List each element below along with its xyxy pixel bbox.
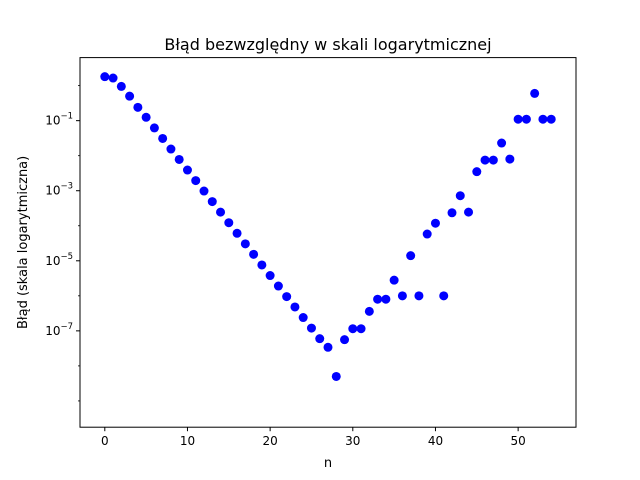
- axis-ticks: 0 10 20 30 40 50 10−7 10−5 10−3 10−1: [45, 85, 526, 448]
- data-point: [455, 191, 465, 201]
- data-point: [191, 176, 201, 186]
- x-tick-label: 40: [428, 434, 443, 448]
- data-point: [315, 334, 325, 344]
- data-point: [174, 154, 184, 164]
- data-point: [166, 144, 176, 154]
- data-point: [530, 88, 540, 98]
- x-axis-label: n: [324, 456, 332, 471]
- chart-title: Błąd bezwzględny w skali logarytmicznej: [164, 35, 491, 54]
- data-point: [414, 291, 424, 301]
- data-point: [282, 292, 292, 302]
- y-tick-label: 10−7: [45, 322, 73, 338]
- data-point: [356, 324, 366, 334]
- y-tick-label: 10−1: [45, 112, 73, 128]
- data-point: [323, 342, 333, 352]
- data-point: [447, 208, 457, 218]
- y-tick-label: 10−3: [45, 182, 73, 198]
- data-point: [216, 207, 226, 217]
- data-point: [430, 218, 440, 228]
- data-point: [133, 102, 143, 112]
- plot-background: [80, 57, 576, 428]
- data-point: [207, 197, 217, 207]
- data-point: [199, 186, 209, 196]
- data-point: [497, 138, 507, 148]
- data-point: [298, 313, 308, 323]
- data-point: [364, 306, 374, 316]
- x-tick-label: 30: [345, 434, 360, 448]
- data-point: [521, 114, 531, 124]
- data-point: [340, 335, 350, 345]
- data-point: [224, 218, 234, 228]
- data-point: [505, 154, 515, 164]
- data-point: [464, 207, 474, 217]
- data-point: [125, 91, 135, 101]
- x-tick-label: 0: [101, 434, 109, 448]
- data-point: [373, 294, 383, 304]
- data-point: [480, 155, 490, 165]
- y-axis-label: Błąd (skala logarytmiczna): [16, 156, 31, 329]
- data-points: [100, 72, 556, 381]
- data-point: [397, 291, 407, 301]
- data-point: [257, 260, 267, 270]
- data-point: [182, 165, 192, 175]
- data-point: [232, 228, 242, 238]
- data-point: [488, 155, 498, 165]
- data-point: [439, 291, 449, 301]
- data-point: [538, 114, 548, 124]
- data-point: [306, 323, 316, 333]
- data-point: [116, 81, 126, 91]
- data-point: [381, 294, 391, 304]
- y-tick-label: 10−5: [45, 252, 73, 268]
- data-point: [108, 73, 118, 83]
- data-point: [290, 302, 300, 312]
- data-point: [406, 251, 416, 261]
- x-tick-label: 50: [510, 434, 525, 448]
- data-point: [141, 112, 151, 122]
- data-point: [422, 229, 432, 239]
- data-point: [348, 324, 358, 334]
- data-point: [149, 123, 159, 133]
- data-point: [265, 271, 275, 281]
- data-point: [273, 281, 283, 291]
- data-point: [249, 249, 259, 259]
- data-point: [158, 133, 168, 143]
- x-tick-label: 10: [180, 434, 195, 448]
- data-point: [472, 167, 482, 177]
- data-point: [389, 275, 399, 285]
- x-tick-label: 20: [262, 434, 277, 448]
- data-point: [513, 114, 523, 124]
- data-point: [331, 371, 341, 381]
- data-point: [546, 114, 556, 124]
- plot-frame: [79, 57, 577, 428]
- data-point: [100, 72, 110, 82]
- data-point: [240, 239, 250, 249]
